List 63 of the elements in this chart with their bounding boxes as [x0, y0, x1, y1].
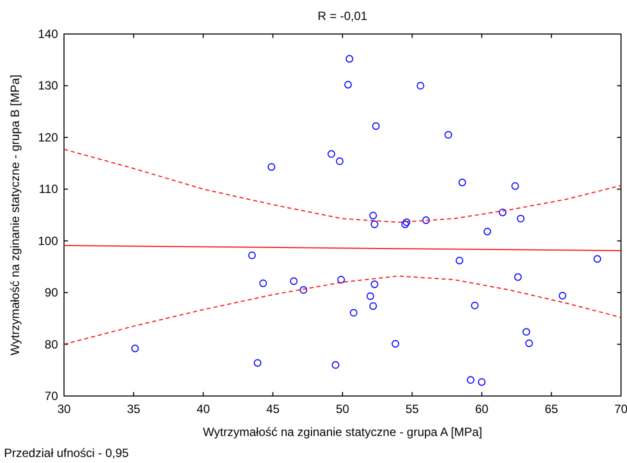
point	[478, 378, 486, 386]
point	[422, 216, 430, 224]
x-tick-label: 60	[475, 402, 489, 416]
point	[401, 220, 409, 228]
point	[300, 286, 308, 294]
point	[444, 131, 452, 139]
point	[458, 178, 466, 186]
point	[328, 150, 336, 158]
point	[514, 273, 522, 281]
point	[498, 208, 506, 216]
y-tick-label: 80	[44, 337, 58, 352]
y-tick-label: 110	[38, 182, 58, 196]
point	[268, 163, 276, 171]
chart-title: R = -0,01	[318, 9, 368, 23]
point	[466, 376, 474, 384]
point	[332, 361, 340, 369]
point	[369, 302, 377, 310]
y-tick-label: 140	[38, 27, 58, 41]
point	[372, 122, 380, 130]
point	[511, 182, 519, 190]
point	[470, 302, 479, 310]
y-tick-label: 130	[38, 78, 58, 93]
point	[370, 220, 378, 228]
x-axis-title: Wytrzymałość na zginanie statyczne - grupa A [MPa]	[202, 425, 482, 439]
point	[290, 277, 298, 285]
y-tick-label: 70	[44, 389, 58, 403]
x-tick-label: 65	[544, 402, 558, 416]
point	[248, 252, 256, 260]
point	[131, 344, 139, 352]
line-series	[64, 276, 622, 345]
x-tick-label: 70	[614, 402, 627, 416]
point	[336, 157, 344, 166]
point	[366, 292, 374, 300]
point	[525, 339, 533, 348]
y-tick-label: 120	[38, 130, 58, 144]
point	[370, 280, 378, 288]
point	[516, 214, 525, 222]
point	[254, 359, 262, 367]
point	[484, 228, 492, 236]
point	[558, 292, 566, 300]
point	[259, 279, 267, 288]
x-tick-label: 55	[405, 402, 420, 416]
line-series	[64, 148, 622, 223]
point	[346, 55, 354, 63]
x-tick-label: 30	[57, 402, 71, 416]
y-tick-label: 100	[38, 234, 58, 248]
point	[594, 255, 602, 263]
point	[402, 218, 410, 226]
point	[369, 212, 377, 220]
point	[337, 276, 345, 284]
y-axis-title: Wytrzymałość na zginanie statyczne - grupa B [MPa]	[8, 74, 22, 356]
x-tick-label: 35	[126, 402, 141, 416]
point	[456, 256, 464, 264]
x-tick-label: 50	[336, 402, 350, 416]
x-tick-label: 40	[196, 402, 210, 416]
point	[350, 308, 358, 317]
point	[344, 80, 352, 88]
point	[416, 82, 424, 90]
x-tick-label: 45	[266, 402, 280, 416]
text: Przedział ufności - 0,95	[4, 446, 130, 460]
point	[522, 328, 530, 336]
point	[392, 340, 400, 348]
y-tick-label: 90	[44, 286, 58, 300]
